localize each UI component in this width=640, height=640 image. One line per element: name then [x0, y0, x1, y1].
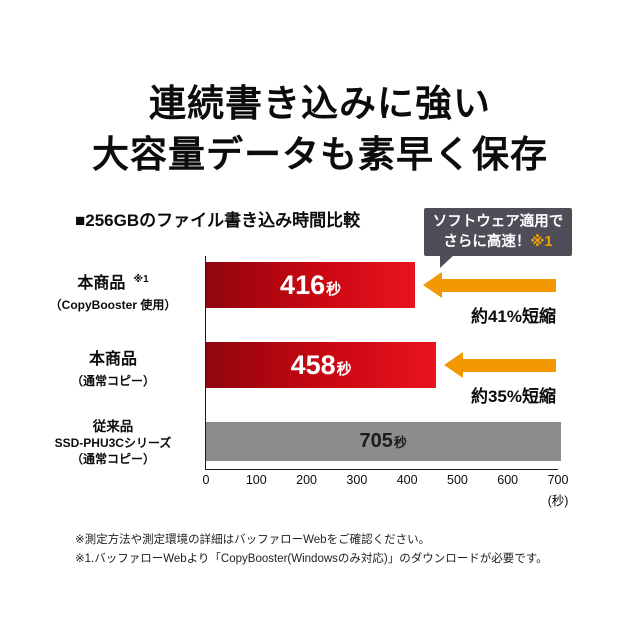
- bar-label-main: 従来品: [92, 419, 134, 434]
- page-title-line1: 連続書き込みに強い: [149, 83, 491, 124]
- axis-tick: 600: [497, 473, 519, 487]
- bar-label-legacy: 従来品 SSD-PHU3Cシリーズ （通常コピー）: [28, 419, 198, 467]
- bar-value: 705秒: [359, 430, 407, 452]
- axis-tick: 200: [296, 473, 317, 487]
- left-arrow-icon: [423, 272, 556, 298]
- bar-label-main: 本商品 ※1: [77, 274, 149, 292]
- axis-tick: 100: [245, 473, 267, 487]
- bar-label-main: 本商品: [88, 351, 137, 368]
- footnotes: ※測定方法や測定環境の詳細はバッファローWebをご確認ください。 ※1.バッファ…: [75, 531, 548, 569]
- arrow-shaft: [442, 278, 556, 292]
- bar-label-sub: （CopyBooster 使用）: [49, 298, 177, 312]
- footnote-2: ※1.バッファローWebより「CopyBooster(Windowsのみ対応)」…: [75, 553, 548, 565]
- bar-label-sub: SSD-PHU3Cシリーズ: [54, 436, 172, 450]
- arrow-shaft: [463, 358, 556, 372]
- arrow-head: [444, 352, 464, 378]
- axis-tick: 400: [396, 473, 418, 487]
- callout-footnote-ref: ※1: [530, 234, 553, 250]
- axis-tick: 500: [446, 473, 468, 487]
- bar-legacy: 705秒: [206, 422, 561, 461]
- chart-heading: ■256GBのファイル書き込み時間比較: [75, 211, 361, 230]
- bar-chart-plot-area: 416秒 約41%短縮 458秒 約35%短縮 705秒 0 100 200 3…: [203, 256, 568, 508]
- reduction-label-normal-copy: 約35%短縮: [470, 387, 556, 406]
- bar-label-sub: （通常コピー）: [70, 374, 155, 388]
- callout-line1: ソフトウェア適用で: [432, 214, 564, 230]
- page-title: 連続書き込みに強い 大容量データも素早く保存: [0, 78, 640, 180]
- footnote-ref: ※1: [133, 274, 149, 285]
- bar-normal-copy: 458秒: [206, 342, 437, 388]
- axis-tick: 0: [202, 473, 210, 487]
- reduction-label-copybooster: 約41%短縮: [470, 307, 556, 326]
- callout-tail-icon: [440, 255, 454, 268]
- bar-value: 416秒: [280, 269, 342, 300]
- bar-value: 458秒: [290, 349, 352, 380]
- callout-line2: さらに高速！※1: [443, 234, 553, 250]
- bar-label-normal-copy: 本商品 （通常コピー）: [28, 350, 198, 389]
- bar-label-sub2: （通常コピー）: [70, 452, 155, 466]
- bar-copybooster: 416秒: [206, 262, 416, 308]
- footnote-1: ※測定方法や測定環境の詳細はバッファローWebをご確認ください。: [75, 534, 431, 546]
- page-title-line2: 大容量データも素早く保存: [92, 134, 548, 175]
- axis-tick: 300: [346, 473, 368, 487]
- left-arrow-icon: [444, 352, 556, 378]
- axis-unit-label: (秒): [547, 494, 569, 508]
- software-callout: ソフトウェア適用で さらに高速！※1: [424, 208, 572, 268]
- axis-tick: 700: [547, 473, 569, 487]
- arrow-head: [423, 272, 443, 298]
- bar-label-copybooster: 本商品 ※1 （CopyBooster 使用）: [28, 270, 198, 313]
